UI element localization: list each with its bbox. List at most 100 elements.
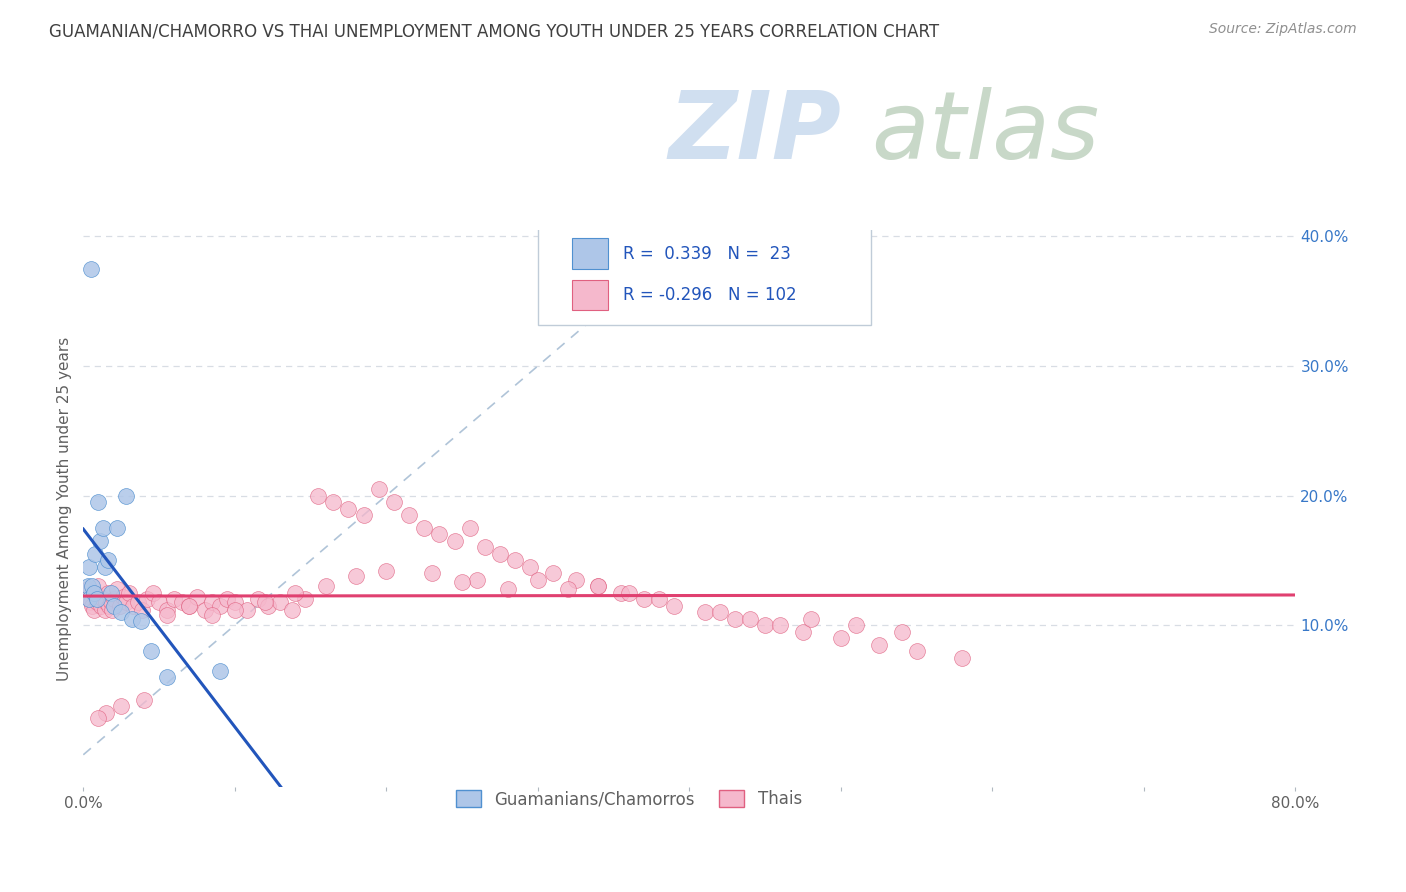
Point [217, 592, 239, 607]
Legend: Guamanians/Chamorros, Thais: Guamanians/Chamorros, Thais [449, 783, 808, 815]
Point [845, 618, 868, 632]
Point [427, 527, 450, 541]
Point [105, 521, 128, 535]
Point [96, 553, 118, 567]
Point [648, 592, 671, 607]
Point [83, 602, 105, 616]
Point [127, 595, 149, 609]
Point [890, 624, 912, 639]
Point [465, 573, 488, 587]
Point [738, 612, 761, 626]
Point [541, 566, 564, 581]
Point [89, 533, 111, 548]
Point [633, 592, 655, 607]
Point [236, 602, 259, 616]
Point [382, 495, 405, 509]
Point [201, 595, 224, 609]
Point [86, 595, 108, 609]
Point [950, 650, 973, 665]
Point [307, 489, 329, 503]
Point [118, 586, 141, 600]
Point [100, 586, 122, 600]
Point [186, 590, 208, 604]
Point [80, 595, 103, 609]
Point [83, 586, 105, 600]
Point [201, 607, 224, 622]
Point [110, 605, 132, 619]
Point [84, 586, 107, 600]
Point [156, 670, 179, 684]
Point [489, 547, 512, 561]
Point [353, 508, 375, 522]
Point [148, 595, 170, 609]
Point [94, 706, 117, 721]
Point [96, 586, 118, 600]
Point [91, 521, 114, 535]
Point [98, 599, 121, 613]
FancyBboxPatch shape [572, 238, 609, 268]
Point [769, 618, 792, 632]
Point [257, 599, 280, 613]
Text: GUAMANIAN/CHAMORRO VS THAI UNEMPLOYMENT AMONG YOUTH UNDER 25 YEARS CORRELATION C: GUAMANIAN/CHAMORRO VS THAI UNEMPLOYMENT … [49, 22, 939, 40]
Point [281, 602, 304, 616]
Point [93, 602, 115, 616]
Point [110, 698, 132, 713]
Point [496, 582, 519, 596]
Point [588, 579, 610, 593]
Point [122, 599, 145, 613]
Point [754, 618, 776, 632]
Point [103, 599, 125, 613]
Point [87, 495, 110, 509]
Point [79, 592, 101, 607]
Text: ZIP: ZIP [668, 87, 841, 178]
Point [141, 644, 163, 658]
Point [87, 711, 110, 725]
Point [792, 624, 814, 639]
Text: atlas: atlas [872, 87, 1099, 178]
Y-axis label: Unemployment Among Youth under 25 years: Unemployment Among Youth under 25 years [58, 336, 72, 681]
Point [269, 595, 291, 609]
Point [564, 573, 586, 587]
Point [84, 547, 107, 561]
Point [693, 605, 716, 619]
Point [193, 602, 215, 616]
Point [111, 590, 134, 604]
Point [91, 592, 114, 607]
Point [103, 592, 125, 607]
Point [131, 602, 153, 616]
Point [79, 590, 101, 604]
Point [322, 495, 344, 509]
Point [503, 553, 526, 567]
Point [114, 489, 136, 503]
Point [224, 602, 246, 616]
Point [337, 501, 360, 516]
Point [254, 595, 277, 609]
Point [101, 602, 124, 616]
Point [664, 599, 686, 613]
Point [89, 590, 111, 604]
Point [82, 579, 104, 593]
Point [179, 599, 201, 613]
Point [474, 541, 496, 555]
Point [156, 607, 179, 622]
Point [208, 599, 231, 613]
Point [179, 599, 201, 613]
Point [868, 638, 890, 652]
Point [93, 559, 115, 574]
Point [344, 569, 367, 583]
Point [132, 693, 155, 707]
Point [443, 533, 465, 548]
Point [451, 575, 474, 590]
Point [86, 592, 108, 607]
Point [413, 521, 436, 535]
Point [458, 521, 481, 535]
Point [420, 566, 443, 581]
Point [136, 592, 159, 607]
Point [294, 592, 316, 607]
Point [398, 508, 420, 522]
Point [90, 599, 112, 613]
Point [163, 592, 186, 607]
Point [142, 586, 165, 600]
Point [108, 599, 131, 613]
Point [527, 573, 550, 587]
